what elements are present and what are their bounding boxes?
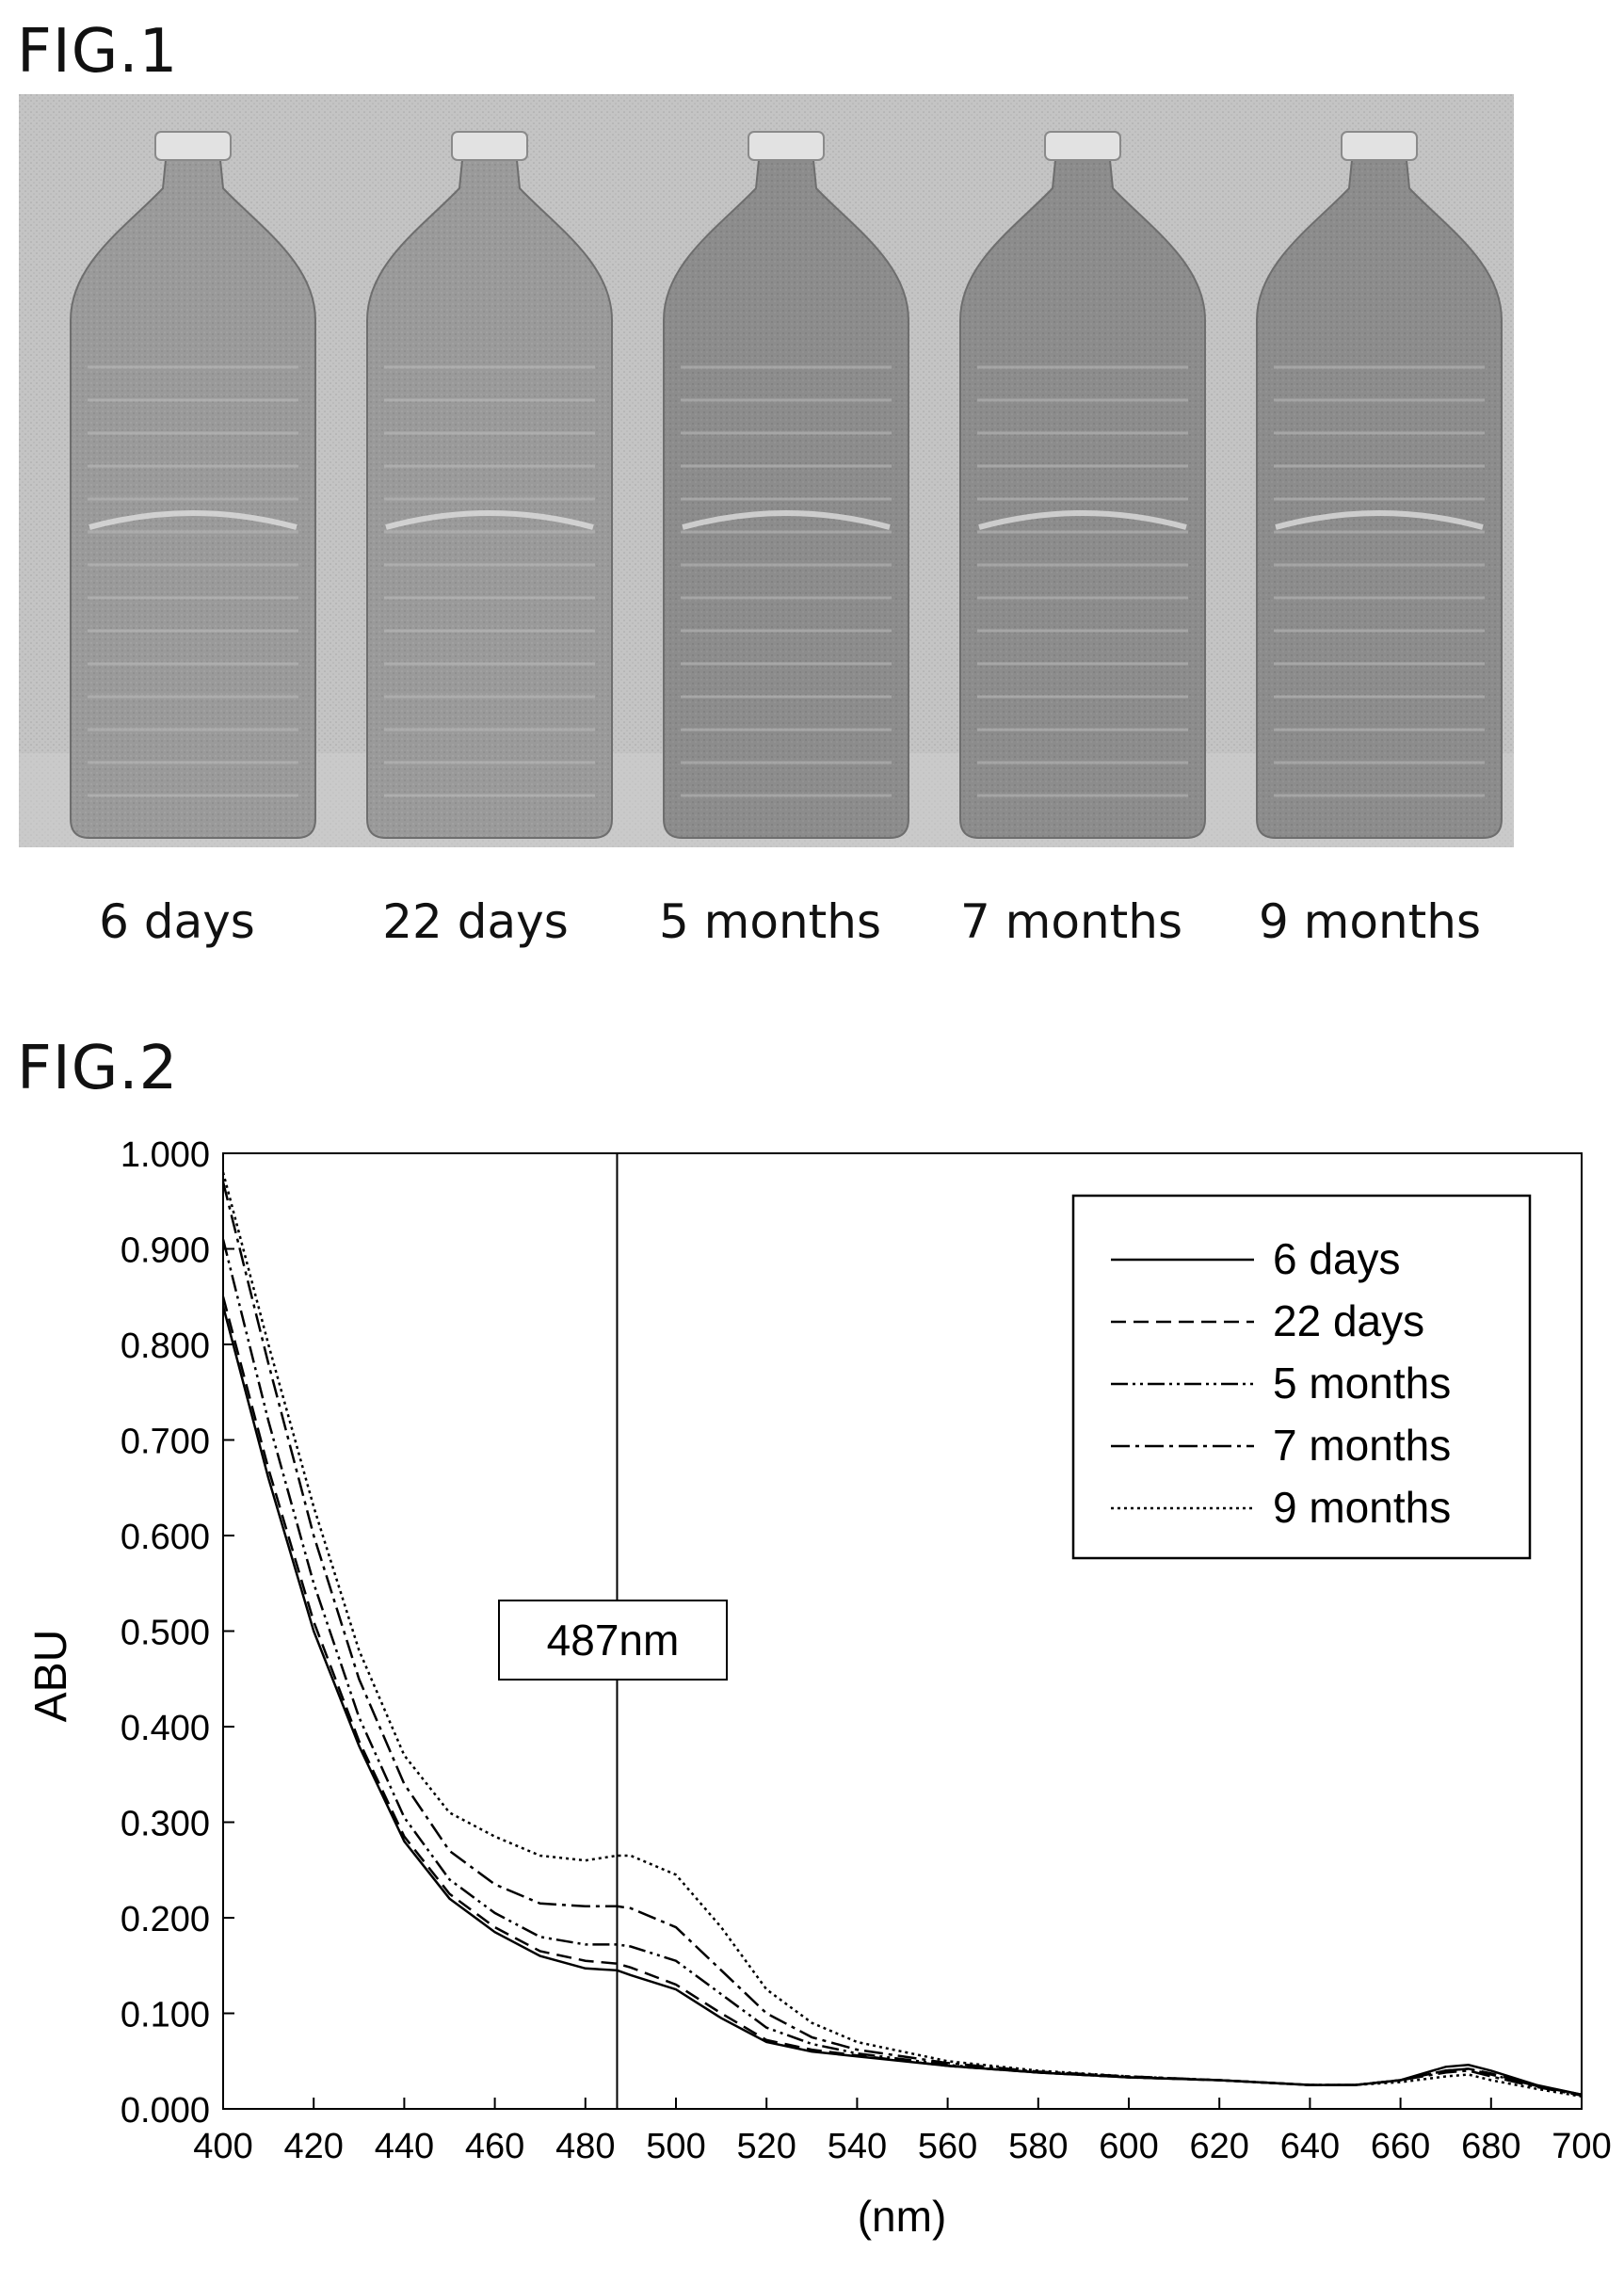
x-tick-label: 440 bbox=[375, 2127, 434, 2166]
y-tick-label: 0.700 bbox=[121, 1423, 210, 1462]
x-tick-label: 600 bbox=[1099, 2127, 1158, 2166]
annotation-label: 487nm bbox=[547, 1616, 680, 1665]
x-tick-label: 700 bbox=[1552, 2127, 1611, 2166]
x-tick-label: 680 bbox=[1461, 2127, 1520, 2166]
legend-label: 22 days bbox=[1273, 1296, 1424, 1345]
bottle bbox=[959, 131, 1206, 839]
legend-label: 7 months bbox=[1273, 1421, 1451, 1470]
y-tick-label: 0.600 bbox=[121, 1518, 210, 1557]
y-tick-label: 1.000 bbox=[121, 1135, 210, 1175]
bottle-label: 7 months bbox=[959, 894, 1183, 949]
y-tick-label: 0.000 bbox=[121, 2091, 210, 2131]
bottle-label: 9 months bbox=[1258, 894, 1482, 949]
bottle-cap bbox=[748, 131, 825, 161]
x-tick-label: 400 bbox=[193, 2127, 252, 2166]
bottle-cap bbox=[154, 131, 232, 161]
absorbance-chart: 0.000 0.100 0.200 0.300 0.400 0.500 0.600 0.700… bbox=[26, 1135, 1612, 2241]
y-tick-label: 0.900 bbox=[121, 1231, 210, 1271]
x-tick-label: 420 bbox=[283, 2127, 343, 2166]
x-tick-label: 620 bbox=[1189, 2127, 1248, 2166]
legend-label: 6 days bbox=[1273, 1234, 1401, 1283]
x-tick-label: 460 bbox=[465, 2127, 524, 2166]
bottle bbox=[663, 131, 909, 839]
x-tick-label: 480 bbox=[555, 2127, 615, 2166]
bottle-cap bbox=[451, 131, 528, 161]
series-line-5 bbox=[221, 1171, 1583, 2099]
y-tick-label: 0.500 bbox=[121, 1614, 210, 1653]
y-axis-label: ABU bbox=[26, 1630, 76, 1723]
bottle-label: 22 days bbox=[382, 894, 569, 949]
bottle-label: 5 months bbox=[658, 894, 882, 949]
y-tick-label: 0.100 bbox=[121, 1996, 210, 2035]
bottle-cap bbox=[1341, 131, 1418, 161]
bottle bbox=[70, 131, 316, 839]
x-tick-label: 640 bbox=[1280, 2127, 1340, 2166]
series-line-1 bbox=[221, 1306, 1583, 2097]
x-tick-label: 500 bbox=[646, 2127, 705, 2166]
legend-label: 9 months bbox=[1273, 1483, 1451, 1532]
x-tick-label: 580 bbox=[1008, 2127, 1068, 2166]
series-line-4 bbox=[221, 1182, 1583, 2098]
bottle bbox=[366, 131, 613, 839]
x-axis-label: (nm) bbox=[858, 2192, 947, 2241]
legend-label: 5 months bbox=[1273, 1359, 1451, 1407]
bottle bbox=[1256, 131, 1503, 839]
x-tick-label: 660 bbox=[1371, 2127, 1430, 2166]
y-tick-label: 0.400 bbox=[121, 1709, 210, 1748]
series-line-3 bbox=[221, 1239, 1583, 2097]
y-tick-label: 0.200 bbox=[121, 1900, 210, 1939]
legend-box bbox=[1071, 1194, 1532, 1560]
y-tick-label: 0.300 bbox=[121, 1805, 210, 1844]
x-tick-label: 540 bbox=[828, 2127, 887, 2166]
figure-2-title: FIG.2 bbox=[17, 1034, 179, 1103]
annotation-box bbox=[498, 1600, 728, 1681]
x-tick-label: 520 bbox=[736, 2127, 796, 2166]
figure-1-title: FIG.1 bbox=[17, 17, 179, 87]
bottle-label: 6 days bbox=[99, 894, 255, 949]
bottles-photo bbox=[19, 94, 1514, 847]
bottle-cap bbox=[1044, 131, 1121, 161]
x-tick-label: 560 bbox=[918, 2127, 977, 2166]
y-tick-label: 0.800 bbox=[121, 1327, 210, 1366]
